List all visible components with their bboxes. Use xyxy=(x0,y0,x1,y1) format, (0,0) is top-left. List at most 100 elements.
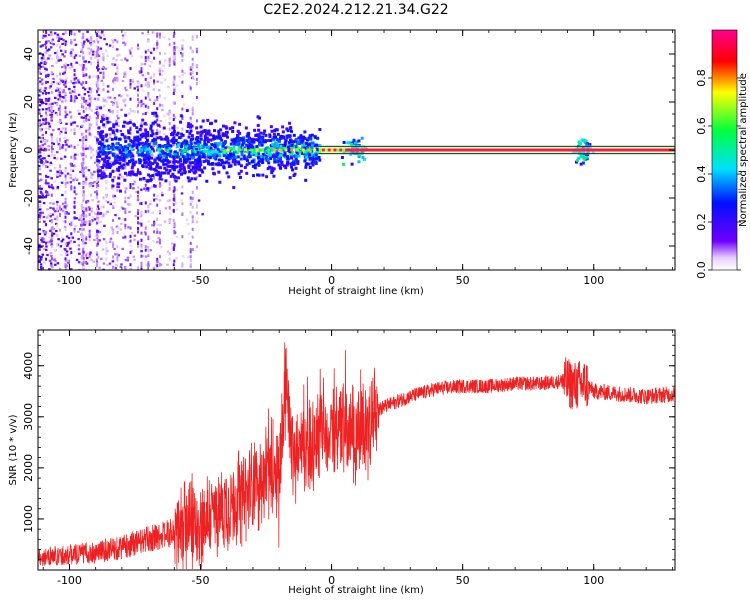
heatmap-cell xyxy=(59,87,62,91)
heatmap-cell xyxy=(76,62,80,65)
y-tick-label: 20 xyxy=(22,95,35,109)
heatmap-cell xyxy=(151,111,155,115)
heatmap-cell xyxy=(151,185,154,188)
heatmap-cell xyxy=(576,158,580,162)
heatmap-cell xyxy=(133,238,136,241)
heatmap-cell xyxy=(116,230,119,234)
heatmap-cell xyxy=(201,119,205,123)
heatmap-cell xyxy=(116,114,119,118)
heatmap-cell xyxy=(196,131,200,135)
heatmap-cell xyxy=(50,183,53,187)
heatmap-cell xyxy=(102,125,106,129)
heatmap-cell xyxy=(196,150,200,154)
heatmap-cell xyxy=(147,81,150,85)
heatmap-cell xyxy=(125,162,129,166)
heatmap-cell xyxy=(38,200,42,203)
heatmap-cell xyxy=(102,33,105,37)
heatmap-cell xyxy=(97,207,100,211)
heatmap-cell xyxy=(56,140,59,144)
heatmap-cell xyxy=(95,233,98,237)
heatmap-cell xyxy=(316,136,320,140)
heatmap-cell xyxy=(106,85,110,88)
heatmap-cell xyxy=(59,165,62,169)
heatmap-cell xyxy=(336,148,340,152)
heatmap-cell xyxy=(46,216,49,219)
heatmap-cell xyxy=(132,122,136,126)
heatmap-cell xyxy=(172,218,175,222)
heatmap-cell xyxy=(43,60,46,64)
heatmap-cell xyxy=(199,163,203,167)
heatmap-cell xyxy=(128,268,132,270)
heatmap-cell xyxy=(93,181,96,184)
heatmap-cell xyxy=(90,62,93,66)
y-tick-label: 4000 xyxy=(22,352,35,380)
heatmap-cell xyxy=(225,160,229,164)
heatmap-cell xyxy=(189,66,192,70)
heatmap-cell xyxy=(313,156,317,160)
heatmap-cell xyxy=(64,190,67,194)
heatmap-cell xyxy=(131,80,135,83)
heatmap-cell xyxy=(114,159,118,163)
heatmap-cell xyxy=(280,162,284,166)
heatmap-cell xyxy=(82,146,85,150)
heatmap-cell xyxy=(105,139,109,143)
heatmap-cell xyxy=(173,51,176,55)
heatmap-cell xyxy=(147,237,150,241)
heatmap-cell xyxy=(58,205,62,208)
heatmap-cell xyxy=(39,263,43,266)
heatmap-cell xyxy=(187,170,191,174)
heatmap-cell xyxy=(116,256,119,260)
heatmap-cell xyxy=(48,163,52,166)
heatmap-cell xyxy=(212,143,216,147)
heatmap-cell xyxy=(87,128,91,131)
heatmap-cell xyxy=(97,219,100,223)
heatmap-cell xyxy=(223,161,227,165)
heatmap-cell xyxy=(156,230,159,234)
heatmap-cell xyxy=(102,104,106,107)
heatmap-cell xyxy=(111,142,115,146)
heatmap-cell xyxy=(77,230,80,233)
heatmap-cell xyxy=(82,222,85,226)
heatmap-cell xyxy=(203,149,207,153)
heatmap-cell xyxy=(45,190,48,194)
heatmap-cell xyxy=(70,115,73,119)
heatmap-cell xyxy=(128,203,132,207)
heatmap-cell xyxy=(73,145,76,149)
heatmap-cell xyxy=(82,186,85,190)
heatmap-cell xyxy=(125,174,129,177)
heatmap-cell xyxy=(269,139,273,143)
heatmap-cell xyxy=(205,136,209,140)
heatmap-cell xyxy=(304,155,308,159)
heatmap-cell xyxy=(282,153,286,157)
heatmap-cell xyxy=(137,168,140,172)
heatmap-cell xyxy=(112,255,115,259)
heatmap-cell xyxy=(212,156,216,160)
chart-title: C2E2.2024.212.21.34.G22 xyxy=(263,2,448,18)
heatmap-cell xyxy=(225,135,229,139)
heatmap-cell xyxy=(198,168,202,172)
heatmap-cell xyxy=(97,115,100,119)
heatmap-cell xyxy=(198,160,202,164)
heatmap-cell xyxy=(113,97,117,100)
heatmap-cell xyxy=(45,257,48,261)
heatmap-cell xyxy=(247,144,251,148)
heatmap-cell xyxy=(71,169,75,172)
heatmap-cell xyxy=(173,88,176,92)
heatmap-cell xyxy=(40,238,43,241)
heatmap-cell xyxy=(48,105,52,109)
heatmap-cell xyxy=(84,180,87,184)
heatmap-cell xyxy=(159,159,163,163)
heatmap-cell xyxy=(149,51,153,54)
heatmap-cell xyxy=(140,267,143,270)
heatmap-cell xyxy=(269,157,273,161)
heatmap-cell xyxy=(85,236,88,240)
heatmap-cell xyxy=(138,70,142,73)
heatmap-cell xyxy=(77,244,81,247)
heatmap-cell xyxy=(45,174,48,178)
heatmap-cell xyxy=(59,97,62,101)
heatmap-cell xyxy=(174,153,178,157)
heatmap-cell xyxy=(60,37,63,41)
heatmap-cell xyxy=(73,164,76,168)
heatmap-cell xyxy=(38,187,41,190)
heatmap-cell xyxy=(195,167,199,171)
